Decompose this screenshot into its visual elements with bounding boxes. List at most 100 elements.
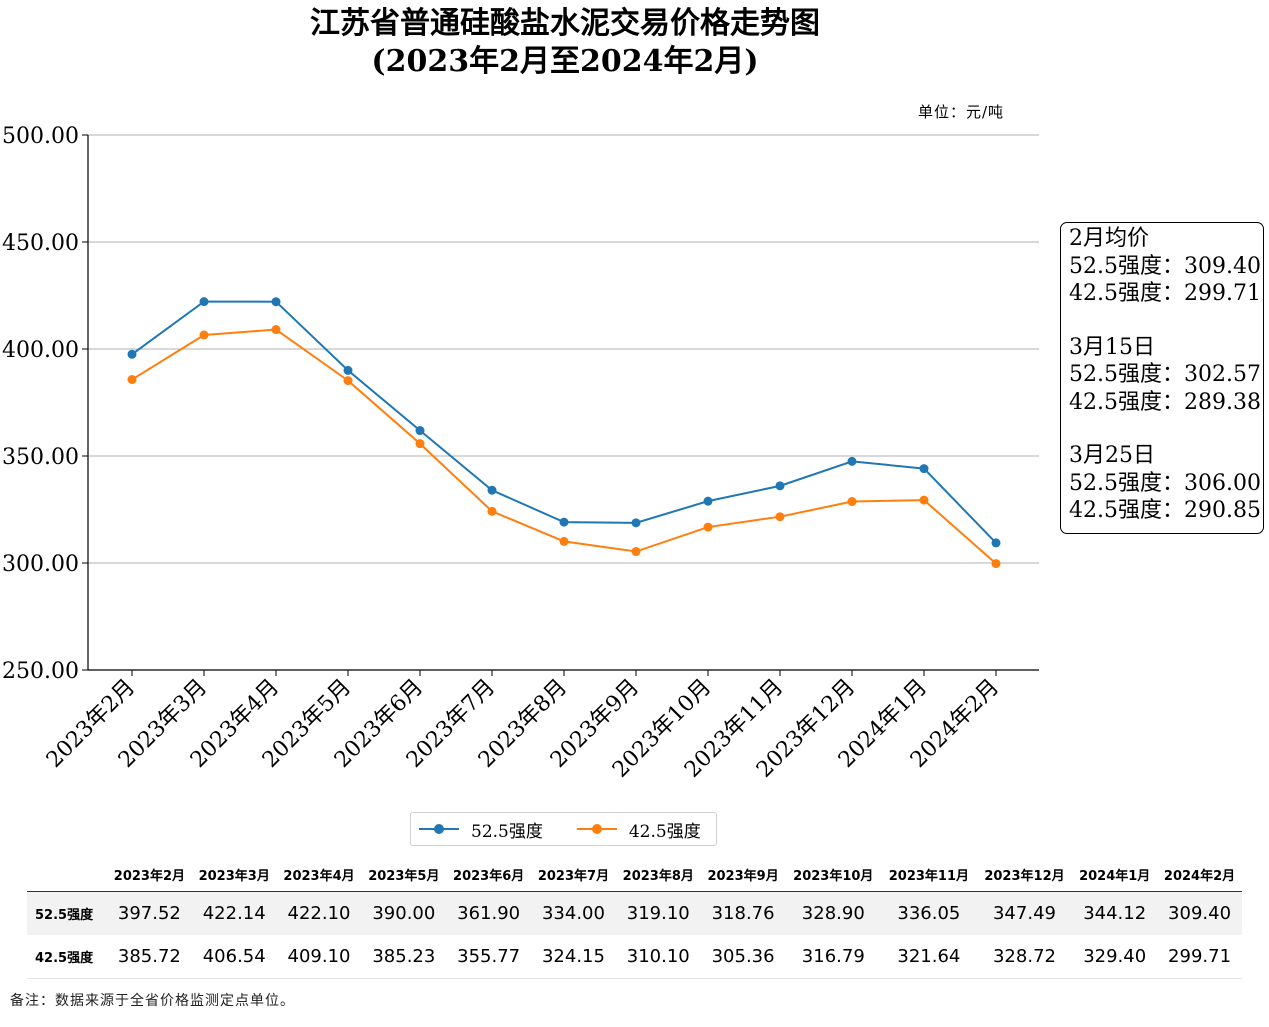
chart-title: 江苏省普通硅酸盐水泥交易价格走势图 bbox=[310, 6, 820, 41]
table-cell: 310.10 bbox=[615, 935, 701, 979]
table-cell: 385.72 bbox=[107, 935, 192, 979]
table-cell: 334.00 bbox=[531, 891, 616, 935]
y-tick-label: 250.00 bbox=[2, 659, 79, 684]
table-row: 42.5强度 385.72 406.54 409.10 385.23 355.77 324.… bbox=[27, 935, 1242, 979]
table-cell: 390.00 bbox=[361, 891, 447, 935]
table-cell: 318.76 bbox=[700, 891, 786, 935]
series-line-1 bbox=[131, 328, 997, 565]
data-point bbox=[127, 349, 137, 359]
table-column-header: 2023年11月 bbox=[881, 857, 977, 892]
data-point bbox=[559, 536, 569, 546]
data-point bbox=[847, 456, 857, 466]
unit-label: 单位：元/吨 bbox=[918, 103, 1005, 121]
table-cell: 422.10 bbox=[276, 891, 362, 935]
data-point bbox=[703, 496, 713, 506]
info-heading: 3月15日 bbox=[1069, 334, 1155, 360]
table-column-header: 2023年12月 bbox=[976, 857, 1073, 892]
data-point bbox=[415, 426, 425, 436]
info-label: 52.5强度： bbox=[1069, 470, 1184, 496]
chart-legend: 52.5强度 42.5强度 bbox=[410, 812, 717, 846]
info-value: 302.57 bbox=[1184, 362, 1261, 387]
y-tick-label: 350.00 bbox=[2, 445, 79, 470]
data-point bbox=[343, 376, 353, 386]
line-chart: 250.00300.00350.00400.00450.00500.002023… bbox=[2, 124, 1039, 783]
table-column-header: 2023年3月 bbox=[191, 857, 277, 892]
table-column-header: 2024年1月 bbox=[1072, 857, 1158, 892]
legend-label: 52.5强度 bbox=[471, 821, 543, 842]
data-point bbox=[199, 330, 209, 340]
data-point bbox=[847, 497, 857, 507]
data-point bbox=[415, 439, 425, 449]
table-cell: 328.90 bbox=[785, 891, 882, 935]
table-column-header: 2023年5月 bbox=[361, 857, 447, 892]
table-body: 52.5强度 397.52 422.14 422.10 390.00 361.90 334.… bbox=[27, 891, 1242, 979]
table-cell: 361.90 bbox=[446, 891, 532, 935]
info-value: 309.40 bbox=[1184, 253, 1261, 279]
table-cell: 397.52 bbox=[107, 891, 192, 935]
info-row: 52.5强度： 306.00 bbox=[1069, 470, 1261, 498]
table-cell: 328.72 bbox=[976, 935, 1073, 979]
data-point bbox=[991, 538, 1001, 548]
table-cell: 406.54 bbox=[191, 935, 277, 979]
table-row-header: 42.5强度 bbox=[27, 935, 107, 979]
info-row: 52.5强度： 309.40 bbox=[1069, 253, 1261, 281]
table-cell: 319.10 bbox=[615, 891, 701, 935]
info-heading: 3月25日 bbox=[1069, 443, 1155, 468]
info-row: 42.5强度： 299.71 bbox=[1069, 280, 1261, 308]
y-tick-label: 450.00 bbox=[2, 231, 79, 256]
info-value: 290.85 bbox=[1184, 498, 1261, 523]
info-value: 299.71 bbox=[1184, 281, 1261, 306]
table-cell: 329.40 bbox=[1072, 935, 1158, 979]
data-point bbox=[199, 297, 209, 307]
legend-label: 42.5强度 bbox=[628, 821, 701, 842]
table-cell: 299.71 bbox=[1157, 935, 1242, 979]
table-cell: 385.23 bbox=[361, 935, 447, 979]
table-row: 52.5强度 397.52 422.14 422.10 390.00 361.90 334.… bbox=[27, 891, 1242, 935]
table-column-header: 2023年4月 bbox=[276, 857, 362, 892]
table-cell: 309.40 bbox=[1157, 891, 1242, 935]
table-cell: 409.10 bbox=[276, 935, 362, 979]
data-point bbox=[631, 518, 641, 528]
table-cell: 305.36 bbox=[700, 935, 786, 979]
table-cell: 321.64 bbox=[881, 935, 977, 979]
info-label: 52.5强度： bbox=[1069, 253, 1184, 279]
table-corner bbox=[27, 857, 107, 892]
data-point bbox=[775, 512, 785, 522]
data-table: 2023年2月 2023年3月 2023年4月 2023年5月 2023年6月 2023年… bbox=[27, 857, 1242, 979]
table-cell: 422.14 bbox=[191, 891, 277, 935]
data-point bbox=[991, 559, 1001, 569]
data-point bbox=[271, 297, 281, 307]
info-label: 42.5强度： bbox=[1069, 281, 1184, 306]
y-tick-label: 400.00 bbox=[2, 338, 79, 363]
info-heading: 2月均价 bbox=[1069, 226, 1149, 251]
info-row: 42.5强度： 289.38 bbox=[1069, 389, 1261, 417]
info-block: 3月25日 52.5强度： 306.00 42.5强度： 290.85 bbox=[1069, 442, 1261, 525]
data-point bbox=[487, 506, 497, 516]
table-cell: 324.15 bbox=[531, 935, 616, 979]
y-tick-label: 300.00 bbox=[2, 552, 79, 577]
table-column-header: 2023年6月 bbox=[446, 857, 532, 892]
source-note: 备注：数据来源于全省价格监测定点单位。 bbox=[10, 993, 295, 1009]
table-column-header: 2024年2月 bbox=[1157, 857, 1242, 892]
series-line-0 bbox=[131, 300, 997, 544]
chart-subtitle: (2023年2月至2024年2月) bbox=[371, 44, 759, 79]
info-row: 42.5强度： 290.85 bbox=[1069, 497, 1261, 525]
table-cell: 316.79 bbox=[785, 935, 882, 979]
data-point bbox=[559, 517, 569, 527]
table-column-header: 2023年2月 bbox=[107, 857, 192, 892]
data-point bbox=[775, 481, 785, 491]
table-column-header: 2023年10月 bbox=[785, 857, 882, 892]
price-info-box: 2月均价 52.5强度： 309.40 42.5强度： 299.71 3月15日 5… bbox=[1060, 222, 1264, 534]
info-row: 52.5强度： 302.57 bbox=[1069, 361, 1261, 389]
data-point bbox=[631, 547, 641, 557]
table-cell: 344.12 bbox=[1072, 891, 1158, 935]
data-point bbox=[487, 485, 497, 495]
legend-swatch-52-5 bbox=[419, 823, 459, 835]
legend-swatch-42-5 bbox=[576, 823, 617, 835]
y-tick-label: 500.00 bbox=[2, 124, 79, 149]
table-column-header: 2023年7月 bbox=[531, 857, 616, 892]
table-cell: 347.49 bbox=[976, 891, 1073, 935]
table-row-header: 52.5强度 bbox=[27, 891, 107, 935]
table-column-header: 2023年8月 bbox=[615, 857, 701, 892]
info-label: 42.5强度： bbox=[1069, 389, 1184, 415]
